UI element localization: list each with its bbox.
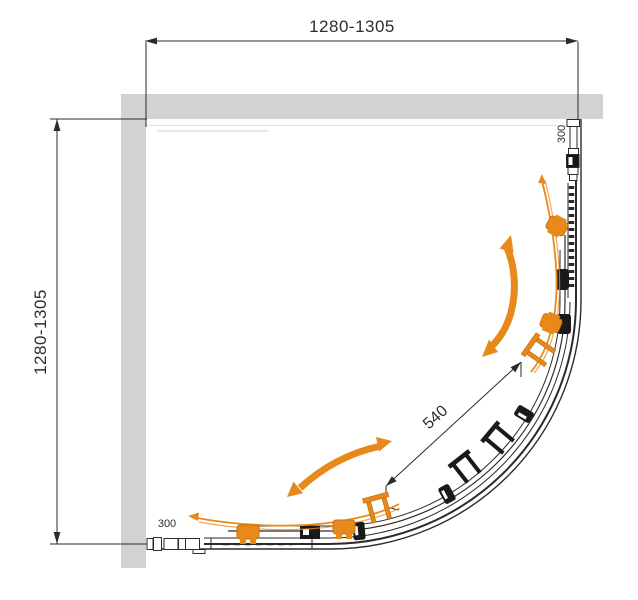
dimension-540 <box>385 361 522 511</box>
wall-top <box>121 94 603 119</box>
swing-arrows <box>287 235 518 497</box>
frame-arc-bold <box>204 127 577 545</box>
roller-icon <box>438 484 456 504</box>
door-panel-upper <box>530 174 561 374</box>
swing-arrow-lower-icon <box>287 437 392 497</box>
dimension-height <box>50 118 152 545</box>
height-dimension-label: 1280-1305 <box>31 289 50 375</box>
roller-icon <box>332 519 356 539</box>
arrowhead-lower-icon <box>386 476 397 486</box>
width-dimension-label: 1280-1305 <box>309 17 395 36</box>
roller-icon <box>352 521 366 541</box>
roller-icon <box>236 524 260 544</box>
handle-icon <box>480 420 515 455</box>
frame-arc-inner <box>204 301 571 539</box>
handle-icon <box>520 332 557 368</box>
walls <box>121 94 603 568</box>
wall-left <box>121 94 146 568</box>
door-track-inner <box>246 250 561 527</box>
handle-icon <box>362 491 392 524</box>
roller-icon <box>545 214 569 238</box>
door-panel-lower <box>188 503 401 531</box>
track-connector-icon <box>556 269 569 290</box>
arrowhead-down-icon <box>53 532 61 544</box>
bottom-wall-profile <box>146 537 313 554</box>
roller-icon <box>514 405 534 423</box>
dimension-width <box>145 37 579 127</box>
arrowhead-up-icon <box>53 119 61 131</box>
door-track-outer <box>228 235 566 532</box>
door-hardware-orange <box>236 214 569 544</box>
right-wall-profile <box>566 119 580 298</box>
arrowhead-right-icon <box>566 37 578 45</box>
outer-frame-arc <box>152 119 582 550</box>
swing-arrow-upper-icon <box>482 235 518 357</box>
profile-joint <box>566 154 580 168</box>
wall-segment-bottom-label: 300 <box>157 518 177 530</box>
door-motion-tip-icon <box>538 174 546 184</box>
roller-icon <box>539 311 563 335</box>
handle-icon <box>447 449 482 484</box>
frame-arcs <box>152 119 582 550</box>
arrowhead-left-icon <box>145 37 157 45</box>
arrowhead-upper-icon <box>510 362 521 373</box>
door-motion-tip-icon <box>188 512 199 521</box>
wall-segment-top-label: 300 <box>556 124 568 144</box>
